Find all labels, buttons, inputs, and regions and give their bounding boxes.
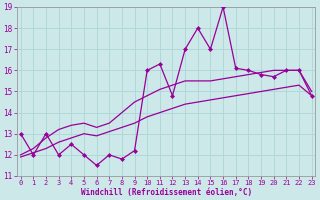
X-axis label: Windchill (Refroidissement éolien,°C): Windchill (Refroidissement éolien,°C): [81, 188, 252, 197]
